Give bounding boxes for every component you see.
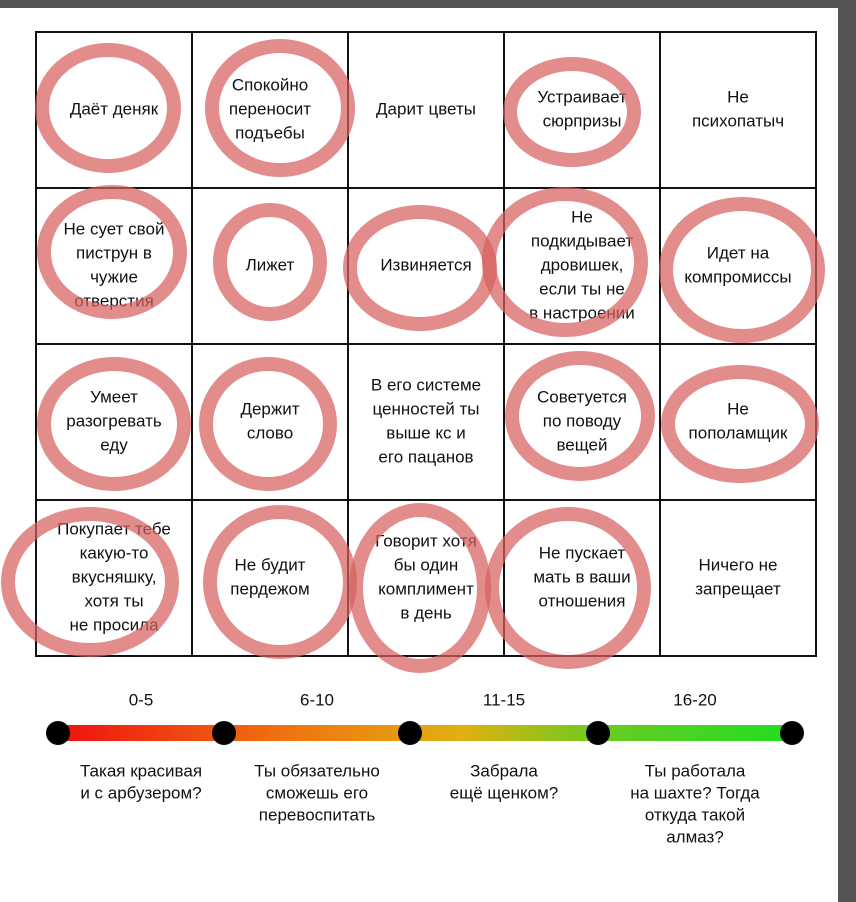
bingo-grid: Даёт деняк Спокойно переносит подъебы Дарит …: [35, 31, 817, 657]
range-description: на шахте? Тогда: [630, 783, 760, 802]
cell-text: бы один: [394, 555, 459, 574]
right-border: [838, 0, 856, 902]
cell-text: вещей: [556, 435, 607, 454]
circle-mark: [213, 203, 327, 321]
circle-mark: [482, 187, 648, 337]
cell-text: переносит: [229, 99, 311, 118]
circle-mark: [659, 197, 825, 343]
cell-text: не просила: [69, 615, 159, 634]
cell-text: Говорит хотя: [375, 531, 477, 550]
range-label: 6-10: [300, 690, 334, 709]
cell-text: Устраивает: [537, 87, 627, 106]
range-description: и с арбузером?: [80, 783, 201, 802]
circle-mark: [1, 507, 179, 657]
circle-mark: [503, 57, 641, 167]
range-description: откуда такой: [645, 805, 745, 824]
cell-text: Умеет: [90, 387, 138, 406]
cell-text: какую-то: [80, 543, 149, 562]
circle-marks: [1, 39, 825, 673]
cell-text: чужие: [90, 267, 138, 286]
circle-mark: [505, 351, 655, 481]
cell-text: В его системе: [371, 375, 481, 394]
cell-text: отношения: [539, 591, 626, 610]
range-description: алмаз?: [666, 827, 724, 846]
scale-dot: [46, 721, 70, 745]
cell-text: Не сует свой: [64, 219, 165, 238]
circle-mark: [485, 507, 651, 669]
range-description: Ты работала: [645, 761, 746, 780]
range-description: ещё щенком?: [450, 783, 558, 802]
circle-mark: [661, 365, 819, 483]
circle-mark: [37, 357, 191, 491]
cell-text: вкусняшку,: [72, 567, 157, 586]
range-label: 16-20: [673, 690, 716, 709]
cell-text: Не будит: [235, 555, 306, 574]
cell-text: если ты не: [539, 279, 625, 298]
scale-dot: [212, 721, 236, 745]
range-description: перевоспитать: [259, 805, 376, 824]
cell-text: компромиссы: [684, 267, 791, 286]
range-description: Забрала: [470, 761, 538, 780]
range-description: Ты обязательно: [254, 761, 380, 780]
top-border: [0, 0, 856, 8]
cell-text: Спокойно: [232, 75, 308, 94]
cell-text: подкидывает: [531, 231, 633, 250]
cell-text: разогревать: [66, 411, 162, 430]
cell-text: Держит: [240, 399, 299, 418]
cell-text: хотя ты: [84, 591, 143, 610]
cell-text: в день: [400, 603, 452, 622]
cell-text: ценностей ты: [372, 399, 479, 418]
range-label: 0-5: [129, 690, 154, 709]
cell-text: запрещает: [695, 579, 781, 598]
cell-text: Даёт деняк: [70, 99, 159, 118]
cell-text: Не пускает: [539, 543, 626, 562]
cell-text: Идет на: [707, 243, 770, 262]
cell-text: Извиняется: [380, 255, 471, 274]
cell-text: Советуется: [537, 387, 627, 406]
cell-text: мать в ваши: [533, 567, 630, 586]
cell-text: Не: [727, 399, 749, 418]
circle-mark: [37, 185, 187, 319]
circle-mark: [349, 503, 491, 673]
cell-text: Лижет: [246, 255, 295, 274]
scale-dot: [398, 721, 422, 745]
cell-text: подъебы: [235, 123, 305, 142]
cell-text: пополамщик: [689, 423, 788, 442]
cell-text: дровишек,: [541, 255, 624, 274]
cell-text: пердежом: [230, 579, 309, 598]
cell-text: слово: [247, 423, 293, 442]
scale-dot: [586, 721, 610, 745]
cell-text: сюрпризы: [543, 111, 622, 130]
scale: 0-5 6-10 11-15 16-20 Такая красивая и с арбуз…: [46, 690, 804, 846]
cell-text: пиструн в: [76, 243, 152, 262]
range-description: сможешь его: [266, 783, 368, 802]
cell-text: его пацанов: [378, 447, 473, 466]
cell-text: Не: [571, 207, 593, 226]
circle-mark: [35, 43, 181, 173]
cell-text: Ничего не: [699, 555, 778, 574]
circle-mark: [205, 39, 355, 177]
scale-dot: [780, 721, 804, 745]
scale-bar: [58, 725, 792, 741]
cell-text: психопатыч: [692, 111, 784, 130]
range-description: Такая красивая: [80, 761, 202, 780]
circle-mark: [199, 357, 337, 491]
range-label: 11-15: [483, 690, 525, 709]
cell-text: выше кс и: [386, 423, 465, 442]
cell-text: по поводу: [543, 411, 622, 430]
cell-text: комплимент: [378, 579, 474, 598]
cell-text: Дарит цветы: [376, 99, 476, 118]
cell-text: еду: [100, 435, 128, 454]
cell-text: Не: [727, 87, 749, 106]
